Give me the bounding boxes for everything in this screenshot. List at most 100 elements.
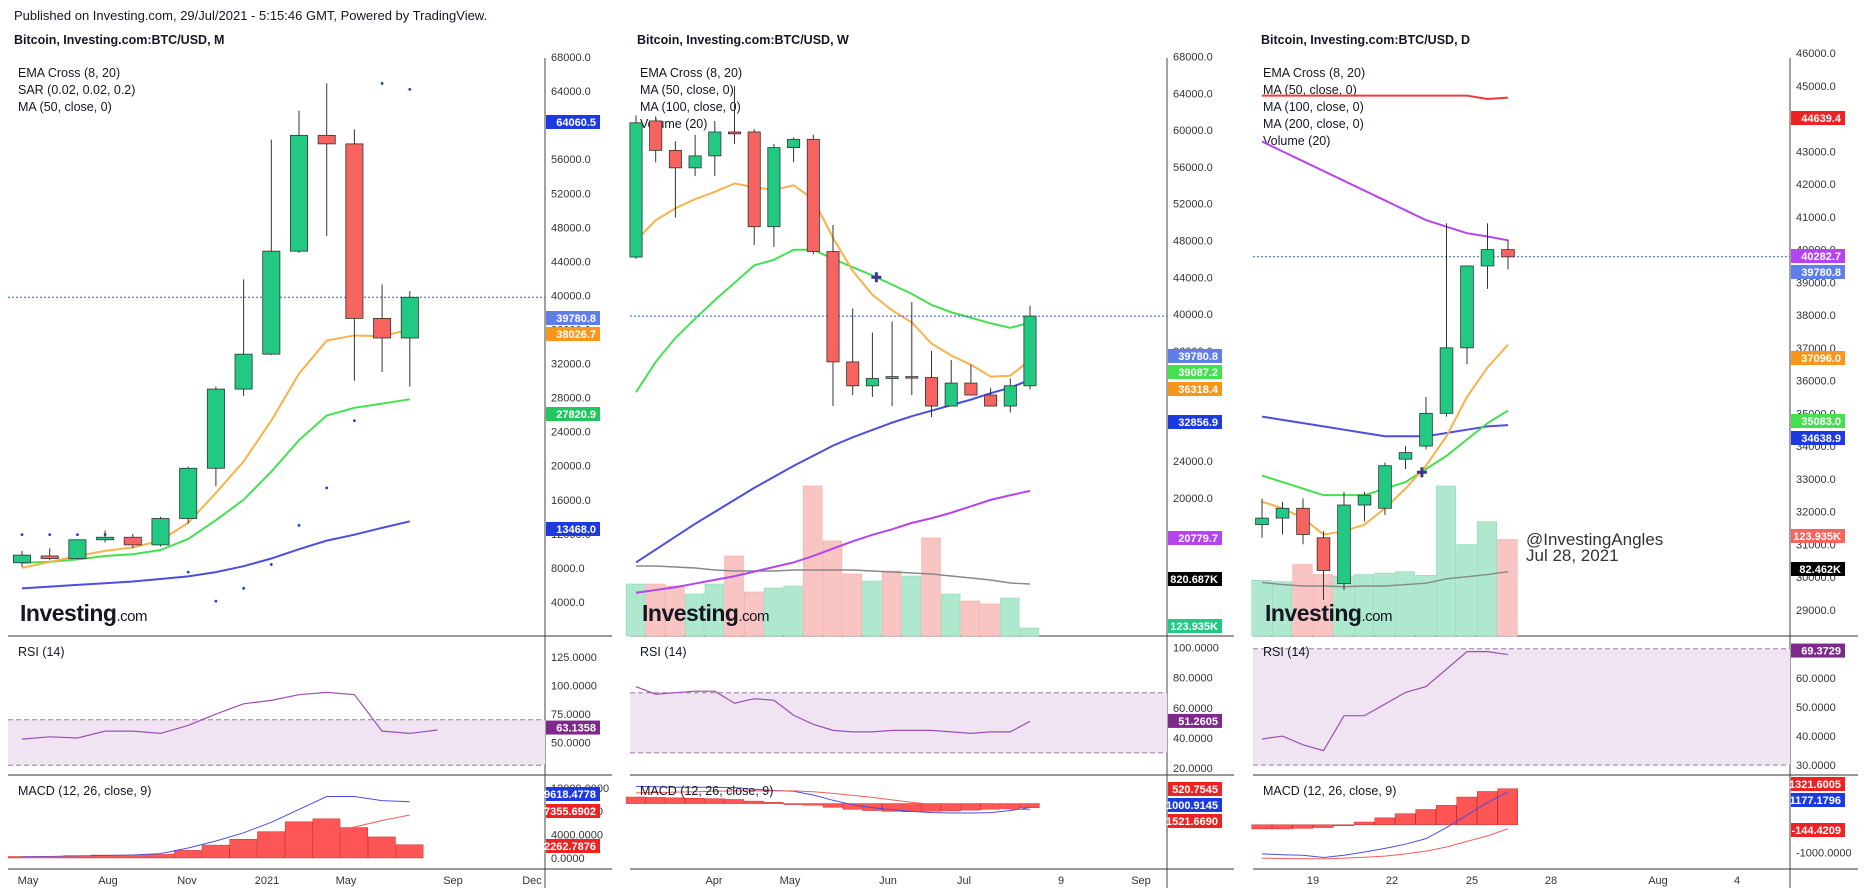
macd-histogram-bar: [1000, 803, 1020, 809]
indicator-sar[interactable]: SAR (0.02, 0.02, 0.2): [18, 83, 136, 97]
candle-body: [964, 382, 978, 396]
macd-badge-text: 1177.1796: [1790, 795, 1841, 807]
price-tick-label: 16000.0: [551, 495, 591, 507]
price-tick-label: 40000.0: [551, 290, 591, 302]
candle: [40, 548, 59, 561]
time-tick-label: Aug: [98, 875, 118, 887]
volume-bar: [665, 585, 685, 637]
candle: [1357, 491, 1372, 522]
macd-histogram-bar: [340, 827, 368, 859]
ma50-line: [1261, 415, 1509, 438]
indicator-ma50[interactable]: MA (50, close, 0): [640, 83, 734, 97]
volume-bar: [842, 573, 862, 637]
macd-label-monthly: MACD (12, 26, close, 9): [18, 784, 152, 798]
candle-body: [1439, 347, 1454, 414]
candle-body: [629, 122, 643, 258]
chart-title-monthly: Bitcoin, Investing.com:BTC/USD, M: [14, 33, 225, 47]
candle-body: [727, 131, 742, 135]
sar-dot: [214, 599, 218, 603]
price-tick-label: 64000.0: [551, 86, 591, 98]
price-badge: 36318.4: [1168, 382, 1222, 396]
macd-histogram-bar: [395, 844, 424, 859]
price-badge-text: 40282.7: [1801, 251, 1841, 263]
candle: [747, 129, 761, 246]
price-badge-text: 35083.0: [1801, 416, 1841, 428]
indicator-ma200[interactable]: MA (200, close, 0): [1263, 117, 1364, 131]
price-tick-label: 68000.0: [551, 52, 591, 64]
time-tick-label: Jun: [879, 875, 897, 887]
macd-histogram-bar: [882, 803, 902, 812]
sar-dot: [186, 570, 190, 574]
macd-badge: 9618.4778: [544, 787, 600, 801]
indicator-ma100[interactable]: MA (100, close, 0): [1263, 100, 1364, 114]
volume-badge-text: 82.462K: [1799, 564, 1841, 576]
indicator-ma100[interactable]: MA (100, close, 0): [640, 100, 741, 114]
volume-badge: 820.687K: [1168, 572, 1222, 586]
candle: [905, 302, 919, 396]
candle: [1480, 223, 1495, 289]
candle-body: [151, 518, 170, 546]
macd-badge-bg: [1168, 782, 1222, 796]
candle: [1023, 305, 1037, 390]
indicator-volume[interactable]: Volume (20): [1263, 134, 1331, 148]
price-badge-text: 32856.9: [1178, 417, 1218, 429]
sar-dot: [242, 586, 246, 590]
macd-tick-label: 4000.0000: [551, 830, 603, 842]
candle: [1337, 491, 1351, 591]
indicator-ema-cross[interactable]: EMA Cross (8, 20): [18, 66, 121, 80]
logo-brand: Investing: [642, 600, 739, 626]
rsi-tick-label: 100.0000: [1173, 643, 1219, 655]
macd-histogram-bar: [822, 803, 843, 808]
price-tick-label: 29000.0: [1796, 605, 1836, 617]
volume-bar: [625, 583, 646, 637]
volume-badge-text: 123.935K: [1170, 621, 1218, 633]
candle: [400, 291, 419, 387]
indicator-ema-cross[interactable]: EMA Cross (8, 20): [1263, 66, 1366, 80]
candle: [767, 143, 781, 247]
candle: [1501, 239, 1515, 270]
price-badge: 20779.7: [1168, 531, 1222, 545]
price-badge: 35083.0: [1791, 414, 1845, 428]
volume-bar: [803, 485, 823, 637]
candle: [826, 224, 840, 407]
price-tick-label: 32000.0: [1796, 507, 1836, 519]
candle-body: [905, 376, 919, 379]
volume-bar: [901, 575, 921, 637]
volume-bar: [1000, 597, 1020, 637]
macd-badge-bg: [546, 804, 600, 818]
time-tick-label: Sep: [1131, 875, 1151, 887]
rsi-tick-label: 30.0000: [1796, 760, 1836, 772]
candle-body: [1460, 265, 1474, 349]
candle-body: [688, 155, 702, 169]
volume-bar: [941, 593, 961, 637]
macd-histogram-bar: [921, 803, 942, 812]
ema-slow-line: [21, 398, 410, 564]
investing-logo: Investing.com: [642, 600, 769, 627]
price-tick-label: 24000.0: [1173, 456, 1213, 468]
candle: [964, 364, 978, 396]
macd-badge-bg: [1791, 823, 1845, 837]
volume-bar: [1497, 539, 1518, 637]
cross-marker: [871, 272, 882, 283]
candle: [1275, 501, 1290, 535]
rsi-tick-label: 40.0000: [1796, 731, 1836, 743]
macd-histogram-bar: [941, 803, 961, 812]
rsi-tick-label: 40.0000: [1173, 733, 1213, 745]
price-badge-text: 13468.0: [556, 524, 596, 536]
candle-body: [262, 250, 281, 355]
macd-badge: 1177.1796: [1790, 793, 1845, 807]
indicator-ma50[interactable]: MA (50, close, 0): [18, 100, 112, 114]
candle: [345, 129, 364, 381]
candle: [179, 466, 198, 524]
time-tick-label: Jul: [957, 875, 971, 887]
candle-body: [123, 536, 142, 546]
indicator-ma50[interactable]: MA (50, close, 0): [1263, 83, 1357, 97]
indicator-ema-cross[interactable]: EMA Cross (8, 20): [640, 66, 743, 80]
rsi-label-weekly: RSI (14): [640, 645, 687, 659]
price-tick-label: 28000.0: [551, 393, 591, 405]
macd-badge: 520.7545: [1168, 782, 1222, 796]
candle-body: [649, 120, 663, 151]
price-tick-label: 38000.0: [1796, 310, 1836, 322]
rsi-tick-label: 50.0000: [1796, 702, 1836, 714]
